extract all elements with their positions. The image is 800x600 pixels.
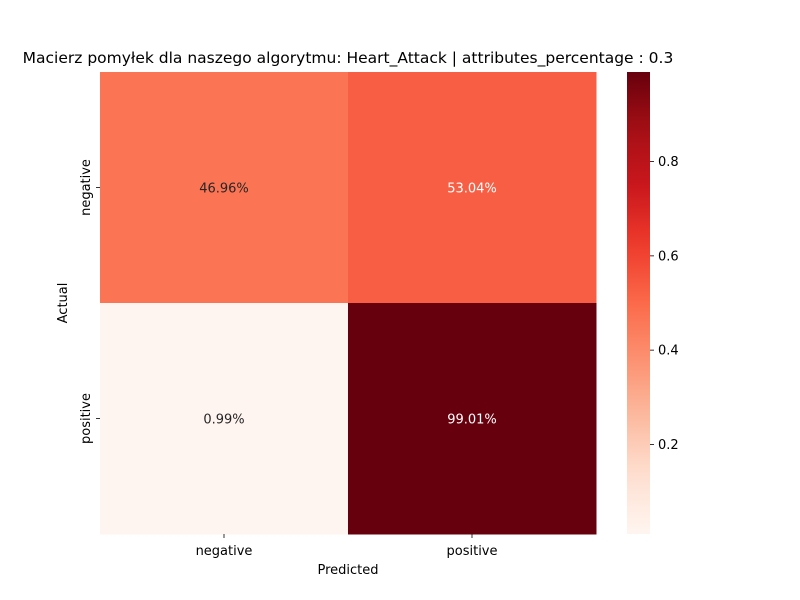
colorbar-tick-label: 0.6 bbox=[658, 249, 679, 264]
heatmap-grid: 46.96% 53.04% 0.99% 99.01% bbox=[100, 72, 597, 535]
heatmap-cell bbox=[100, 303, 349, 535]
heatmap-cell bbox=[100, 72, 349, 304]
heatmap-cell bbox=[348, 72, 597, 304]
colorbar-tick-label: 0.2 bbox=[658, 438, 679, 453]
colorbar: 0.2 0.4 0.6 0.8 bbox=[627, 72, 679, 534]
cell-value-label: 0.99% bbox=[203, 413, 244, 428]
x-tick-label: negative bbox=[196, 544, 253, 559]
y-tick-label: positive bbox=[79, 393, 94, 444]
cell-value-label: 53.04% bbox=[447, 182, 497, 197]
heatmap-cell bbox=[348, 303, 597, 535]
x-axis-label: Predicted bbox=[317, 563, 378, 578]
y-axis: negative positive bbox=[79, 159, 100, 444]
colorbar-gradient bbox=[627, 72, 650, 534]
x-axis: negative positive bbox=[196, 534, 498, 559]
colorbar-tick-label: 0.8 bbox=[658, 155, 679, 170]
cell-value-label: 46.96% bbox=[199, 182, 249, 197]
y-axis-label: Actual bbox=[56, 283, 71, 324]
cell-value-label: 99.01% bbox=[447, 413, 497, 428]
x-tick-label: positive bbox=[447, 544, 498, 559]
y-tick-label: negative bbox=[79, 159, 94, 216]
colorbar-tick-label: 0.4 bbox=[658, 344, 679, 359]
chart-title: Macierz pomyłek dla naszego algorytmu: H… bbox=[23, 49, 674, 68]
